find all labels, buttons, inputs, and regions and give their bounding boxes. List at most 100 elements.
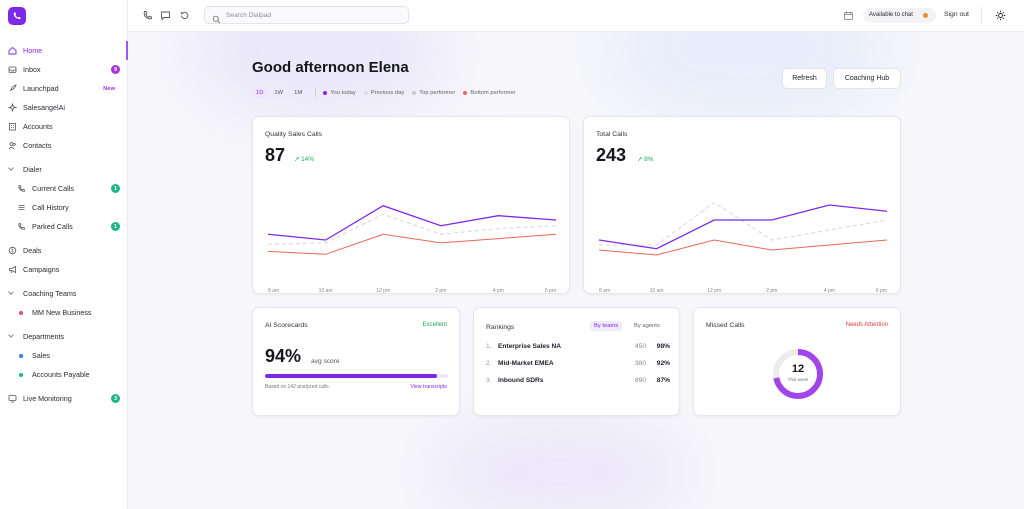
team-name: Enterprise Sales NA bbox=[498, 343, 562, 350]
legend-label: Top performer bbox=[419, 89, 456, 96]
availability-label: Available to chat bbox=[869, 12, 913, 18]
rank-number: 3. bbox=[486, 377, 492, 384]
quality-sales-line-chart: 8 am 10 am 12 pm 2 pm 4 pm 6 pm bbox=[267, 205, 557, 294]
building-icon bbox=[8, 122, 17, 131]
x-tick-label: 10 am bbox=[319, 288, 333, 294]
phone-pause-icon bbox=[17, 222, 26, 231]
range-1w-button[interactable]: 1W bbox=[274, 89, 284, 96]
search-input[interactable]: Search Dialpad bbox=[204, 6, 409, 24]
top-bar: Search Dialpad Available to chat Sign ou… bbox=[128, 0, 1024, 32]
sidebar-item-home[interactable]: Home bbox=[0, 41, 128, 60]
ai-scorecards-card: AI Scorecards Excellent 94% avg score Ba… bbox=[252, 307, 460, 416]
missed-calls-period: This week bbox=[787, 377, 809, 382]
metric-delta: ↗ 8% bbox=[637, 156, 654, 163]
sidebar-item-contacts[interactable]: Contacts bbox=[0, 136, 128, 155]
phone-icon[interactable] bbox=[141, 9, 153, 21]
range-1d-button[interactable]: 1D bbox=[252, 87, 268, 98]
sun-icon[interactable] bbox=[994, 9, 1006, 21]
sidebar-item-label: Call History bbox=[32, 203, 69, 212]
card-title: Quality Sales Calls bbox=[265, 131, 323, 138]
coaching-hub-button[interactable]: Coaching Hub bbox=[833, 68, 901, 89]
sidebar-item-accounts-payable[interactable]: Accounts Payable bbox=[0, 365, 128, 384]
sidebar-item-call-history[interactable]: Call History bbox=[0, 198, 128, 217]
by-agents-tab[interactable]: By agents bbox=[634, 323, 660, 329]
missed-calls-donut bbox=[773, 349, 823, 399]
metric-value: 94% bbox=[265, 346, 302, 366]
score-progress-track bbox=[265, 374, 448, 378]
sidebar-item-parked-calls[interactable]: Parked Calls 1 bbox=[0, 217, 128, 236]
inbox-icon bbox=[8, 65, 17, 74]
dialpad-logo[interactable] bbox=[8, 7, 26, 25]
chevron-down-icon bbox=[8, 165, 14, 171]
legend-bottom-performer: Bottom performer bbox=[463, 90, 515, 96]
card-title: Rankings bbox=[486, 324, 515, 331]
by-teams-tab[interactable]: By teams bbox=[590, 321, 623, 331]
sidebar-item-sales[interactable]: Sales bbox=[0, 346, 128, 365]
legend-dot bbox=[323, 90, 328, 95]
sidebar-item-label: SalesangelAi bbox=[23, 103, 65, 112]
call-count: 890 bbox=[634, 377, 646, 384]
availability-status[interactable]: Available to chat bbox=[863, 8, 936, 23]
metric-value: 87 bbox=[265, 145, 286, 165]
sidebar-item-inbox[interactable]: Inbox 9 bbox=[0, 60, 128, 79]
new-badge: New bbox=[103, 85, 115, 92]
score-percent: 92% bbox=[656, 360, 670, 367]
legend-dot bbox=[463, 90, 468, 95]
team-name: Mid-Market EMEA bbox=[498, 360, 554, 367]
coaching-teams-toggle[interactable]: Coaching Teams bbox=[0, 284, 128, 303]
sidebar-item-mm-new-business[interactable]: MM New Business bbox=[0, 303, 128, 322]
quality-sales-calls-card: Quality Sales Calls 87 ↗ 14% 8 am 10 am 12… bbox=[252, 116, 570, 294]
legend-label: Previous day bbox=[370, 89, 405, 96]
x-tick-label: 2 pm bbox=[435, 288, 446, 294]
sign-out-link[interactable]: Sign out bbox=[944, 11, 969, 18]
rank-number: 2. bbox=[486, 360, 492, 367]
status-dot bbox=[923, 13, 928, 18]
metric-unit: avg score bbox=[311, 358, 340, 365]
rocket-icon bbox=[8, 84, 17, 93]
x-tick-label: 6 pm bbox=[545, 288, 556, 294]
page-title: Good afternoon Elena bbox=[252, 59, 409, 76]
sidebar-item-launchpad[interactable]: Launchpad New bbox=[0, 79, 128, 98]
background-glow bbox=[428, 412, 688, 509]
calendar-icon[interactable] bbox=[842, 9, 854, 21]
megaphone-icon bbox=[8, 265, 17, 274]
sidebar-item-live-monitoring[interactable]: Live Monitoring 3 bbox=[0, 389, 128, 408]
refresh-history-icon[interactable] bbox=[178, 9, 190, 21]
chevron-down-icon bbox=[8, 289, 14, 295]
dialer-section-toggle[interactable]: Dialer bbox=[0, 160, 128, 179]
series-line-previous-day bbox=[267, 213, 557, 245]
sidebar-item-label: Current Calls bbox=[32, 184, 74, 193]
sparkle-icon bbox=[8, 103, 17, 112]
departments-toggle[interactable]: Departments bbox=[0, 327, 128, 346]
sidebar-item-label: Sales bbox=[32, 351, 50, 360]
ranking-row[interactable]: 3. Inbound SDRs 890 87% bbox=[486, 377, 670, 384]
sidebar-item-accounts[interactable]: Accounts bbox=[0, 117, 128, 136]
sidebar-item-current-calls[interactable]: Current Calls 1 bbox=[0, 179, 128, 198]
people-icon bbox=[8, 141, 17, 150]
needs-attention-badge: Needs Attention bbox=[845, 322, 888, 328]
sidebar-item-label: Accounts Payable bbox=[32, 370, 90, 379]
missed-calls-card: Missed Calls Needs Attention 12 This wee… bbox=[693, 307, 901, 416]
sidebar-item-label: Parked Calls bbox=[32, 222, 73, 231]
sidebar-item-salesangelai[interactable]: SalesangelAi bbox=[0, 98, 128, 117]
sidebar-item-deals[interactable]: Deals bbox=[0, 241, 128, 260]
ranking-row[interactable]: 1. Enterprise Sales NA 450 98% bbox=[486, 343, 670, 350]
divider bbox=[315, 88, 317, 97]
refresh-button[interactable]: Refresh bbox=[782, 68, 827, 89]
call-count: 380 bbox=[634, 360, 646, 367]
card-title: AI Scorecards bbox=[265, 322, 308, 329]
phone-logo-icon bbox=[13, 12, 21, 20]
ranking-row[interactable]: 2. Mid-Market EMEA 380 92% bbox=[486, 360, 670, 367]
legend-top-performer: Top performer bbox=[412, 90, 455, 96]
series-line-previous-day bbox=[599, 201, 888, 246]
current-calls-badge: 1 bbox=[111, 184, 120, 193]
sidebar-item-label: Deals bbox=[23, 246, 42, 255]
range-1m-button[interactable]: 1M bbox=[294, 89, 303, 96]
sidebar-item-label: Live Monitoring bbox=[23, 394, 72, 403]
call-count: 450 bbox=[634, 343, 646, 350]
sidebar-item-campaigns[interactable]: Campaigns bbox=[0, 260, 128, 279]
monitor-icon bbox=[8, 394, 17, 403]
sidebar: Home Inbox 9 Launchpad New SalesangelAi … bbox=[0, 0, 128, 509]
chat-icon[interactable] bbox=[159, 9, 171, 21]
view-transcripts-link[interactable]: View transcripts bbox=[410, 384, 447, 390]
